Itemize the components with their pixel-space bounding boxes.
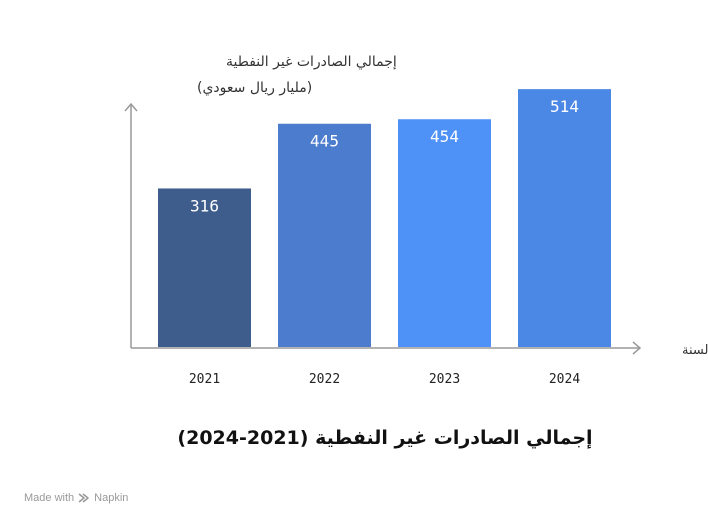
value-labels-group: 316 445 454 514 <box>190 97 579 215</box>
x-tick-2023: 2023 <box>429 372 460 387</box>
y-axis-label-line1: إجمالي الصادرات غير النفطية <box>226 54 397 70</box>
made-with-text: Made with <box>24 492 75 504</box>
x-tick-2024: 2024 <box>549 372 580 387</box>
made-with-footer: Made with Napkin <box>24 492 128 504</box>
napkin-brand-text: Napkin <box>94 492 129 504</box>
bar-2021 <box>158 188 251 347</box>
bar-2024 <box>518 89 611 347</box>
bar-2023 <box>398 119 491 348</box>
x-tick-2022: 2022 <box>309 372 340 387</box>
x-axis-arrow <box>632 341 642 355</box>
bars-group <box>158 89 611 348</box>
chart-title: إجمالي الصادرات غير النفطية (2021-2024) <box>177 427 592 449</box>
y-axis-arrow <box>124 102 138 112</box>
value-label-2022: 445 <box>310 132 339 151</box>
value-label-2021: 316 <box>190 196 219 215</box>
x-axis-label: السنة <box>682 343 708 358</box>
value-label-2024: 514 <box>550 97 579 116</box>
y-axis-label-line2: (مليار ريال سعودي) <box>197 80 312 96</box>
x-tick-labels-group: 2021 2022 2023 2024 <box>189 372 580 387</box>
bar-2022 <box>278 123 371 348</box>
x-tick-2021: 2021 <box>189 372 220 387</box>
napkin-logo-icon <box>78 493 89 503</box>
value-label-2023: 454 <box>430 127 459 146</box>
